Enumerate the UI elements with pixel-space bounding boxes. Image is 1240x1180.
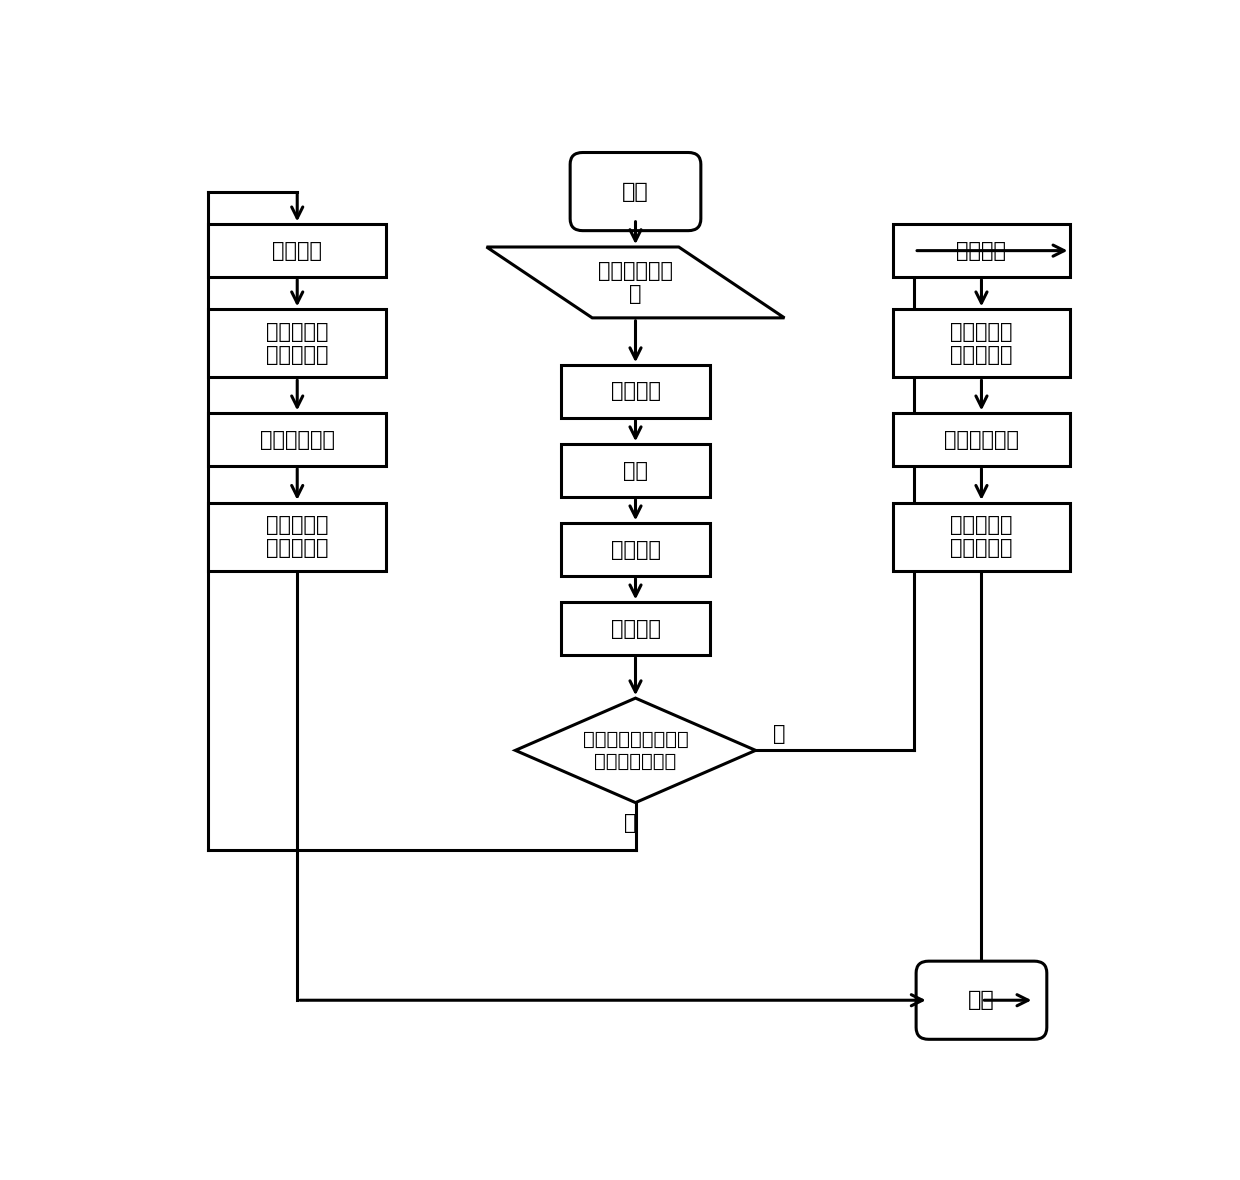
Bar bbox=[893, 224, 1070, 277]
Text: 用户２信号
软判决译码: 用户２信号 软判决译码 bbox=[265, 516, 329, 558]
FancyBboxPatch shape bbox=[570, 152, 701, 230]
Bar bbox=[208, 413, 386, 466]
Polygon shape bbox=[516, 699, 755, 802]
Bar bbox=[208, 503, 386, 571]
Polygon shape bbox=[486, 247, 785, 317]
Bar bbox=[893, 413, 1070, 466]
Text: 叠加编码: 叠加编码 bbox=[610, 539, 661, 559]
Text: 无线信道: 无线信道 bbox=[610, 618, 661, 638]
Text: 是: 是 bbox=[774, 725, 786, 745]
Bar bbox=[560, 523, 711, 576]
Text: 信道均衡: 信道均衡 bbox=[956, 241, 1007, 261]
Bar bbox=[560, 365, 711, 418]
Bar bbox=[893, 503, 1070, 571]
Text: 开始: 开始 bbox=[622, 182, 649, 202]
Text: 用户１信号
软判决译码: 用户１信号 软判决译码 bbox=[265, 322, 329, 365]
Bar bbox=[208, 309, 386, 378]
Text: 否: 否 bbox=[625, 813, 637, 833]
Text: 卷积编码: 卷积编码 bbox=[610, 381, 661, 401]
Text: 串行干扰消除: 串行干扰消除 bbox=[944, 430, 1019, 450]
Text: 用户２信号
软判决译码: 用户２信号 软判决译码 bbox=[950, 322, 1013, 365]
Text: 调制: 调制 bbox=[622, 460, 649, 480]
Text: 用户１和用户
２: 用户１和用户 ２ bbox=[598, 261, 673, 304]
Text: 用户１信号
软判决译码: 用户１信号 软判决译码 bbox=[950, 516, 1013, 558]
Bar bbox=[208, 224, 386, 277]
Bar bbox=[893, 309, 1070, 378]
Text: 用户１信道增益大于
用户２信道增益: 用户１信道增益大于 用户２信道增益 bbox=[583, 730, 688, 771]
FancyBboxPatch shape bbox=[916, 962, 1047, 1040]
Text: 串行干扰消除: 串行干扰消除 bbox=[259, 430, 335, 450]
Text: 结束: 结束 bbox=[968, 990, 994, 1010]
Bar bbox=[560, 444, 711, 497]
Bar bbox=[560, 602, 711, 655]
Text: 信道均衡: 信道均衡 bbox=[273, 241, 322, 261]
